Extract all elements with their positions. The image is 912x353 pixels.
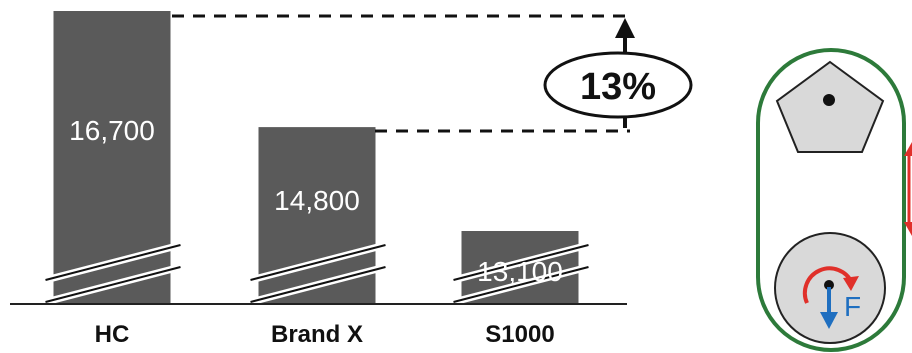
pentagon-icon [775, 60, 885, 153]
double-arrow-icon [904, 142, 912, 156]
green-rounded-frame [756, 48, 906, 352]
axis-break-line [45, 244, 181, 281]
data-label-brand-x: 14,800 [274, 185, 360, 216]
axis-break-line [453, 266, 589, 303]
axis-break-line [45, 266, 181, 303]
force-label: F [844, 291, 861, 322]
axis-break-line [250, 266, 386, 303]
difference-annotation: 13% [172, 14, 693, 133]
labels-layer: 16,700 HC 14,800 Brand X 13,100 S1000 [69, 115, 563, 348]
schematic-diagram: F [756, 48, 912, 352]
rotation-arrow-head [843, 276, 859, 291]
up-arrow-head-icon [615, 18, 635, 38]
percentage-ellipse [543, 51, 693, 119]
axis-break-line [453, 244, 589, 281]
round-center-dot [824, 280, 834, 290]
percentage-label: 13% [580, 66, 656, 108]
double-arrow-bottom-head [904, 222, 912, 236]
axis-break-line [250, 244, 386, 281]
bars-layer [53, 11, 579, 304]
data-label-s1000: 13,100 [477, 256, 563, 287]
tick-label-hc: HC [95, 321, 130, 348]
tick-label-brand-x: Brand X [271, 321, 363, 348]
tick-label-s1000: S1000 [485, 321, 554, 348]
down-arrow-icon [820, 312, 838, 329]
data-label-hc: 16,700 [69, 115, 155, 146]
pentagon-center-dot [823, 94, 835, 106]
axis-break-marks [44, 241, 590, 306]
rotation-arrow-icon [802, 266, 854, 304]
